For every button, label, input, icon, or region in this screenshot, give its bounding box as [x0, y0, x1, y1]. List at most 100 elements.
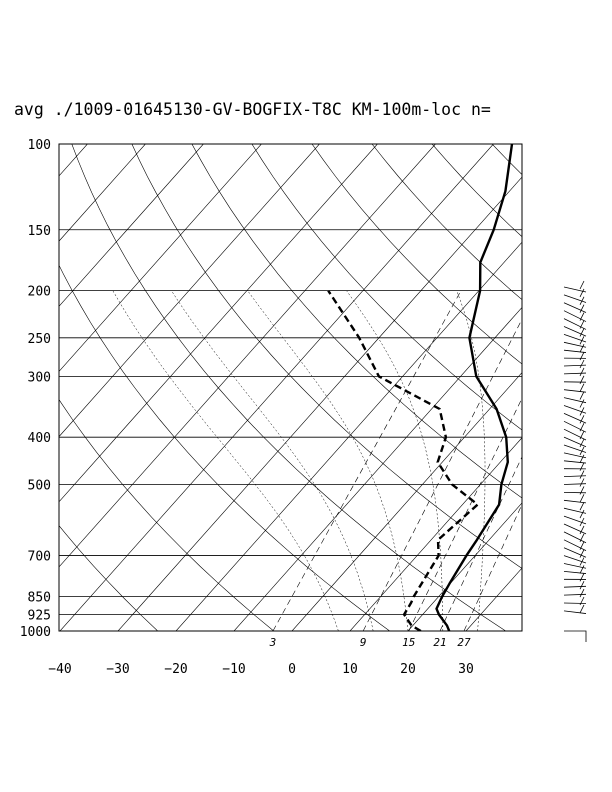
pressure-tick-label: 150: [28, 224, 51, 239]
wind-barb: [563, 375, 587, 384]
pressure-tick-label: 700: [28, 550, 51, 565]
dry-adiabat-line: [251, 144, 522, 431]
wind-barb-shaft: [563, 405, 587, 414]
pressure-tick-label: 300: [28, 370, 51, 385]
mixing-ratio-line: [463, 503, 522, 631]
wind-barb: [563, 446, 587, 459]
wind-barb-flag: [579, 320, 585, 329]
pressure-tick-label: 400: [28, 431, 51, 446]
isotherm-line: [0, 144, 29, 631]
wind-barb-flag: [579, 288, 585, 298]
wind-barb: [563, 462, 587, 471]
mixing-ratio-label: 9: [360, 636, 367, 649]
wind-barb-flag: [579, 462, 585, 471]
wind-barb-flag: [579, 304, 585, 313]
dry-adiabat-line: [311, 144, 522, 365]
plot-frame: [58, 143, 523, 632]
moist-adiabat-line: [112, 290, 339, 631]
wind-barb: [563, 304, 587, 322]
wind-barb-flag: [579, 423, 585, 432]
mixing-ratio-line: [272, 290, 462, 631]
wind-barb: [563, 430, 587, 448]
wind-barb: [563, 296, 587, 313]
isotherm-line: [582, 144, 612, 631]
pressure-tick-label: 200: [28, 285, 51, 300]
mixing-ratio-label: 15: [402, 636, 415, 649]
wind-barb: [563, 573, 587, 582]
wind-barb: [563, 320, 587, 337]
temperature-tick-labels: −40 −30 −20 −10 0 10 20 30: [48, 662, 474, 677]
wind-barb-shaft: [563, 460, 587, 464]
temperature-tick-label: −40: [48, 662, 71, 677]
pressure-tick-label: 850: [28, 591, 51, 606]
wind-barb-shaft: [563, 428, 587, 441]
moist-adiabat-line: [346, 290, 444, 631]
wind-barb-shaft: [563, 547, 587, 558]
wind-barb: [563, 438, 587, 453]
wind-barb: [563, 423, 587, 441]
wind-barb-surface: [564, 630, 587, 642]
wind-barb-flag: [579, 359, 585, 369]
isotherm-line: [465, 567, 522, 631]
mixing-ratio-label: 3: [269, 636, 277, 649]
mixing-ratio-line: [408, 397, 522, 631]
wind-barb: [563, 399, 587, 414]
dry-adiabat-line: [59, 525, 158, 631]
isotherm-line: [291, 372, 522, 631]
temperature-tick-label: −30: [106, 662, 129, 677]
wind-barb-shaft: [563, 364, 587, 367]
wind-barb-shaft: [563, 515, 587, 525]
pressure-tick-label: 925: [28, 609, 51, 624]
wind-barb: [563, 351, 587, 361]
wind-barb-flag: [579, 478, 585, 487]
isotherm-line: [117, 176, 522, 631]
isotherm-line: [524, 144, 612, 631]
wind-barb-flag: [579, 312, 585, 321]
isotherm-line: [407, 502, 522, 631]
wind-barb-shaft: [563, 483, 587, 485]
pressure-tick-label: 1000: [20, 625, 51, 640]
wind-barb-flag: [579, 588, 585, 598]
dry-adiabat-line: [71, 144, 506, 631]
mixing-ratio-line: [362, 318, 522, 631]
temperature-tick-label: 0: [288, 662, 296, 677]
wind-barb: [563, 533, 587, 551]
mixing-ratio-label: 27: [457, 636, 471, 649]
wind-barb-shaft: [563, 318, 587, 330]
wind-barb-flag: [579, 509, 585, 519]
wind-barb: [563, 454, 587, 464]
wind-barb-shaft: [563, 523, 587, 535]
isotherm-line: [175, 241, 522, 631]
wind-barb-shaft: [563, 475, 587, 477]
wind-barb-shaft: [563, 310, 587, 322]
wind-barb-flag: [579, 596, 585, 606]
wind-barb-flag: [579, 494, 585, 503]
mixing-ratio-labels: 3 9 15 21 27: [269, 636, 471, 649]
moist-adiabat-line: [247, 290, 409, 631]
wind-barb-flag: [579, 541, 585, 550]
wind-barb: [563, 588, 587, 598]
wind-barb-flag: [579, 486, 585, 495]
wind-barb-flag: [579, 375, 585, 384]
wind-barb-flag: [579, 454, 585, 463]
isotherm-line: [59, 144, 204, 307]
wind-barb-shaft: [563, 610, 587, 614]
temperature-tick-label: −10: [222, 662, 245, 677]
isotherm-line: [59, 144, 262, 372]
wind-barb: [563, 525, 587, 544]
wind-barb: [563, 470, 587, 479]
wind-barb: [563, 478, 587, 487]
wind-barb: [563, 367, 587, 377]
wind-barb-flag: [579, 430, 585, 440]
wind-barb-shaft: [563, 326, 587, 337]
wind-barb: [563, 541, 587, 558]
wind-barb: [563, 415, 587, 433]
wind-barb-shaft: [563, 571, 587, 574]
wind-barb-flag: [579, 328, 585, 337]
dry-adiabat-line: [491, 144, 522, 176]
wind-barb: [563, 581, 587, 590]
wind-barb-flag: [579, 407, 585, 416]
wind-barb-flag: [579, 367, 585, 377]
wind-barb-flag: [579, 565, 585, 574]
wind-barb-shaft: [563, 563, 587, 569]
